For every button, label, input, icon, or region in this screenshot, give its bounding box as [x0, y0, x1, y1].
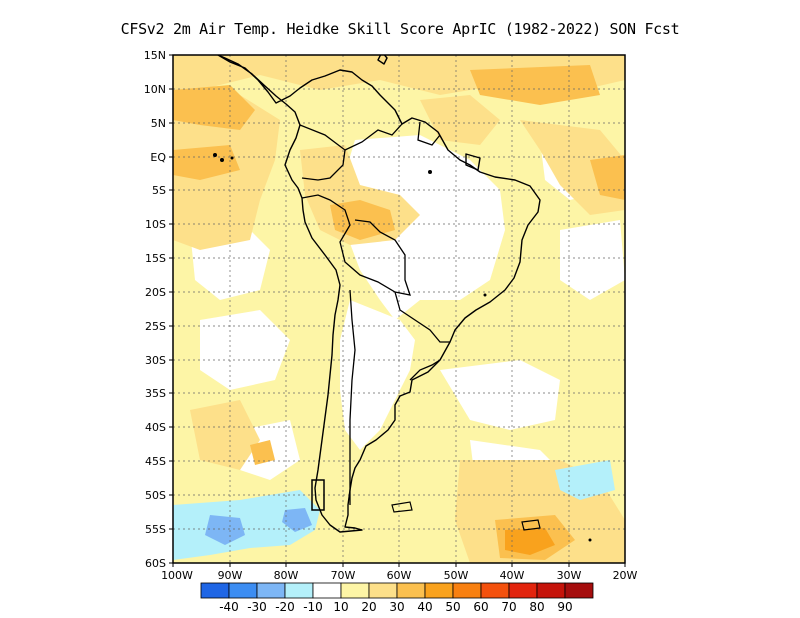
lat-label: 5S — [152, 184, 166, 197]
lat-label: 30S — [145, 354, 166, 367]
colorbar-label: 80 — [529, 600, 544, 614]
island-coast — [377, 55, 388, 65]
colorbar-label: -40 — [219, 600, 239, 614]
lat-label: 20S — [145, 286, 166, 299]
lon-label: 60W — [387, 569, 412, 582]
colorbar-label: 50 — [445, 600, 460, 614]
lat-label: 10S — [145, 218, 166, 231]
colorbar-label: 40 — [417, 600, 432, 614]
longitude-labels: 100W 90W 80W 70W 60W 50W 40W 30W 20W — [161, 569, 637, 582]
colorbar-label: 30 — [389, 600, 404, 614]
lat-label: 15S — [145, 252, 166, 265]
lat-label: 45S — [145, 455, 166, 468]
colorbar-box — [424, 582, 454, 599]
field-30-40-patch — [250, 440, 275, 465]
lon-label: 70W — [331, 569, 356, 582]
lat-label: 40S — [145, 421, 166, 434]
coastlines — [217, 55, 541, 533]
lat-label: 15N — [144, 49, 166, 62]
map-title: CFSv2 2m Air Temp. Heidke Skill Score Ap… — [120, 20, 680, 38]
border-colombia — [299, 124, 346, 181]
colorbar-box — [564, 582, 594, 599]
colorbar-label: -10 — [303, 600, 323, 614]
border-uruguay — [409, 359, 441, 381]
lon-label: 90W — [218, 569, 243, 582]
field-white-atlantic-2 — [560, 220, 625, 300]
colorbar-boxes — [200, 582, 594, 599]
lat-label: 55S — [145, 523, 166, 536]
field-30-40-eq-pac — [173, 145, 240, 180]
lon-label: 80W — [274, 569, 299, 582]
axis-ticks — [169, 54, 626, 567]
field-20-30-atl-eq — [520, 120, 625, 215]
border-peru-bolivia — [301, 194, 411, 296]
colorbar-label: 10 — [333, 600, 348, 614]
border-guianas — [417, 121, 441, 146]
lon-label: 50W — [444, 569, 469, 582]
colorbar-box — [256, 582, 286, 599]
colorbar-box — [340, 582, 370, 599]
south-america-coast — [217, 55, 541, 533]
colorbar-label: -30 — [247, 600, 267, 614]
colorbar-box — [228, 582, 258, 599]
colorbar-label: 60 — [473, 600, 488, 614]
field-white-brazil — [340, 135, 505, 320]
lat-label: 60S — [145, 557, 166, 570]
lat-label: 35S — [145, 387, 166, 400]
field-white-argentina — [340, 300, 415, 450]
lon-label: 30W — [557, 569, 582, 582]
field-40-50-south — [505, 528, 555, 555]
colorbar-box — [536, 582, 566, 599]
lat-label: 50S — [145, 489, 166, 502]
colorbar-box — [480, 582, 510, 599]
colorbar-box — [508, 582, 538, 599]
lon-label: 100W — [161, 569, 193, 582]
field-neg20-1 — [205, 515, 245, 545]
field-neg10-atlantic — [555, 460, 615, 500]
grid-lines — [173, 55, 625, 563]
field-20-30-sw — [190, 400, 260, 470]
lon-label: 40W — [500, 569, 525, 582]
country-borders — [299, 121, 450, 505]
border-venezuela — [344, 123, 403, 151]
latitude-labels: 15N 10N 5N EQ 5S 10S 15S 20S 25S 30S 35S… — [144, 49, 167, 570]
colorbar-box — [452, 582, 482, 599]
field-30-40-caribbean — [470, 65, 600, 105]
colorbar-label: 70 — [501, 600, 516, 614]
marajo-island — [465, 153, 481, 171]
lon-label: 20W — [613, 569, 638, 582]
lat-label: 25S — [145, 320, 166, 333]
field-20-30-guiana — [420, 95, 500, 145]
field-neg20-2 — [282, 508, 312, 532]
lat-label: 10N — [144, 83, 166, 96]
border-chile-argentina — [349, 289, 356, 505]
colorbar-box — [200, 582, 230, 599]
lat-label: EQ — [150, 151, 166, 164]
colorbar-box — [368, 582, 398, 599]
field-white-pacific-2 — [200, 310, 290, 390]
lat-label: 5N — [151, 117, 166, 130]
field-30-40-atl-e — [590, 155, 625, 200]
colorbar-box — [284, 582, 314, 599]
colorbar-label: 90 — [557, 600, 572, 614]
field-neg10-south-pac — [173, 490, 320, 560]
colorbar: -40 -30 -20 -10 10 20 30 40 50 60 70 80 … — [200, 582, 594, 614]
border-paraguay — [394, 291, 450, 343]
colorbar-label: -20 — [275, 600, 295, 614]
field-white-atlantic — [440, 360, 560, 430]
field-30-40-nw — [173, 85, 255, 130]
colorbar-labels: -40 -30 -20 -10 10 20 30 40 50 60 70 80 … — [219, 600, 572, 614]
colorbar-box — [396, 582, 426, 599]
colorbar-box — [312, 582, 342, 599]
colorbar-label: 20 — [361, 600, 376, 614]
islands-fragments — [213, 153, 592, 542]
